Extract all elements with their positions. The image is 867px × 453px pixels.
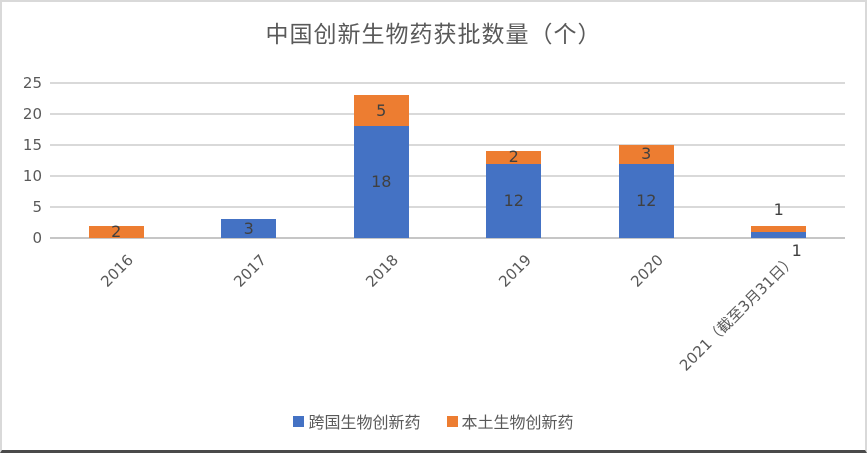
data-label: 2 [508, 147, 519, 167]
y-tick-label: 5 [32, 198, 42, 216]
bar-segment-orange [353, 95, 409, 127]
x-axis-label: 2018 [362, 251, 402, 291]
data-label: 3 [243, 218, 254, 238]
x-axis-label: 2017 [229, 251, 270, 291]
legend-label: 本土生物创新药 [461, 413, 574, 432]
x-axis-label: 2019 [494, 251, 535, 291]
y-tick-label: 0 [32, 229, 42, 247]
y-tick-label: 10 [22, 167, 42, 185]
y-tick-label: 20 [22, 105, 42, 123]
x-axis-line [50, 237, 845, 239]
data-label: 12 [636, 190, 657, 210]
bar-segment-blue [221, 219, 277, 238]
bar-segment-orange [618, 145, 674, 164]
gridline [50, 175, 845, 177]
legend-item-domestic: 本土生物创新药 [446, 409, 574, 433]
data-label: 1 [791, 241, 802, 260]
bar-segment-blue [618, 163, 674, 238]
gridline [50, 113, 845, 115]
data-label: 2 [111, 221, 122, 241]
bar-segment-blue [486, 163, 542, 238]
data-label: 18 [371, 172, 392, 192]
x-axis-label: 2020 [627, 251, 667, 291]
data-label: 1 [773, 199, 784, 219]
x-axis-label: 2021（截至3月31日） [675, 251, 800, 375]
legend: 跨国生物创新药 本土生物创新药 [2, 409, 865, 433]
bar-segment-orange [751, 225, 807, 232]
bar-segment-orange [88, 225, 144, 238]
bar-segment-orange [486, 151, 542, 164]
bar-segment-blue [751, 231, 807, 238]
gridline [50, 144, 845, 146]
legend-item-multinational: 跨国生物创新药 [293, 409, 421, 433]
legend-swatch-icon [446, 415, 458, 427]
gridline [50, 206, 845, 208]
y-tick-label: 25 [22, 74, 42, 92]
y-tick-label: 15 [22, 136, 42, 154]
plot-area: 0 5 10 15 20 25 2 2016 3 2017 18 5 2018 12 2 2019 12 3 202… [23, 74, 845, 375]
data-label: 3 [641, 144, 652, 164]
gridline [50, 82, 845, 84]
bar-segment-blue [353, 126, 409, 238]
legend-label: 跨国生物创新药 [308, 413, 421, 432]
legend-swatch-icon [293, 415, 305, 427]
data-label: 5 [376, 100, 387, 120]
x-axis-label: 2016 [97, 251, 137, 291]
chart-title: 中国创新生物药获批数量（个） [265, 22, 602, 48]
data-label: 12 [503, 190, 524, 210]
